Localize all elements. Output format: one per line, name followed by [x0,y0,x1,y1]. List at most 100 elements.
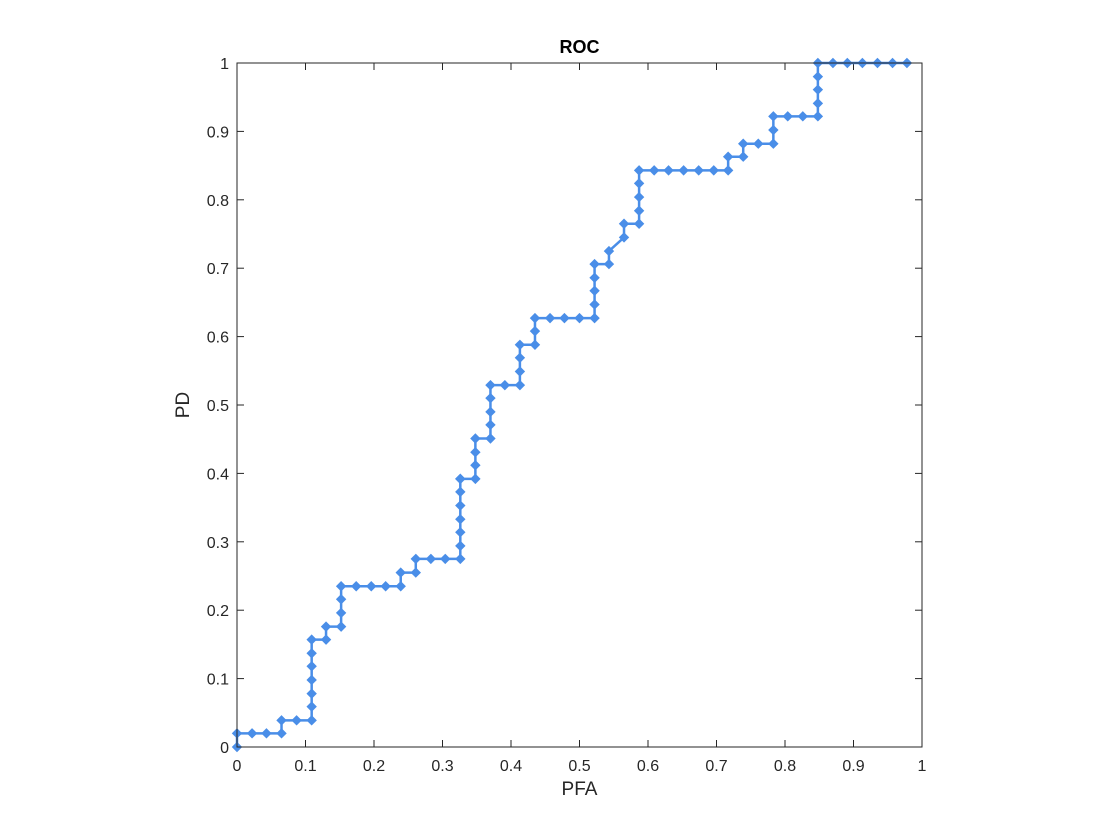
roc-point [633,205,645,216]
plot-area [237,63,922,747]
roc-point [663,165,674,176]
y-tick-label: 0.1 [207,672,229,689]
roc-point [514,352,526,364]
roc-point [514,366,526,377]
roc-point [455,553,466,565]
x-tick-label: 0.4 [500,758,522,775]
roc-point [306,688,317,699]
y-tick-label: 0.5 [207,398,229,415]
roc-point [738,151,749,162]
roc-point [678,165,689,176]
roc-point [589,299,600,310]
roc-point [306,674,317,686]
roc-point [455,527,466,538]
y-tick-label: 0.9 [207,124,229,141]
roc-point [499,379,511,391]
x-axis-title: PFA [562,779,598,800]
y-tick-labels: 0 0.1 0.2 0.3 0.4 0.5 0.6 0.7 0.8 0.9 1 [207,56,229,757]
roc-point [589,312,600,324]
roc-point [306,634,317,645]
roc-point [335,621,347,632]
roc-point [529,312,541,324]
x-tick-label: 0 [233,758,242,775]
roc-point [366,581,377,592]
roc-point [455,486,466,498]
x-tick-label: 0.6 [637,758,659,775]
roc-point [514,379,526,391]
roc-point [544,312,556,324]
roc-point [470,459,481,471]
roc-point [485,406,496,418]
roc-point [410,567,421,578]
roc-point [589,258,600,270]
roc-point [455,540,466,552]
roc-point [633,218,645,229]
roc-point [470,446,481,458]
roc-point [693,165,704,176]
x-tick-label: 0.7 [705,758,727,775]
roc-point [529,339,541,351]
roc-point [738,138,749,149]
roc-point [618,232,630,243]
x-tick-label: 0.9 [842,758,864,775]
roc-point [648,165,660,176]
roc-point [335,594,347,605]
roc-point [782,111,793,122]
y-tick-label: 0.7 [207,261,229,278]
roc-point [470,433,481,444]
roc-point [812,98,824,109]
y-tick-label: 0 [220,740,229,757]
roc-point [485,419,496,431]
x-tick-label: 0.3 [431,758,453,775]
x-tick-label: 0.5 [568,758,590,775]
roc-point [722,151,734,162]
roc-point [246,728,258,739]
roc-point [306,648,317,659]
roc-point [603,258,615,270]
roc-point [306,701,317,712]
plot-frame [236,62,923,748]
roc-point [261,728,272,739]
roc-point [306,661,317,672]
x-tick-labels: 0 0.1 0.2 0.3 0.4 0.5 0.6 0.7 0.8 0.9 1 [233,758,927,775]
roc-point [306,715,317,726]
roc-point [470,473,481,485]
roc-point [395,581,406,592]
chart-title: ROC [560,37,600,57]
roc-point [514,339,526,351]
roc-point [440,553,451,565]
roc-point [589,285,600,296]
roc-series-markers [231,57,913,753]
roc-point [768,124,779,136]
x-tick-label: 0.1 [294,758,316,775]
roc-point [812,111,824,122]
roc-point [425,553,437,565]
y-tick-label: 0.8 [207,193,229,210]
y-tick-label: 0.6 [207,330,229,347]
roc-point [320,634,332,645]
roc-point [380,581,391,592]
roc-point [753,138,764,149]
roc-point [485,392,496,404]
roc-point [633,165,645,176]
roc-point [276,715,287,726]
roc-point [410,553,421,565]
roc-point [797,111,809,122]
roc-point [603,245,615,257]
roc-point [455,500,466,511]
y-tick-label: 1 [220,56,229,73]
roc-point [395,567,406,578]
roc-point [708,165,719,176]
roc-point [529,325,541,337]
roc-point [455,473,466,485]
roc-point [633,178,645,189]
roc-point [455,514,466,525]
roc-point [485,433,496,444]
roc-point [559,312,570,324]
roc-point [335,607,347,619]
roc-point [618,218,630,229]
roc-point [722,165,734,176]
roc-point [335,581,347,592]
x-tick-label: 1 [918,758,927,775]
